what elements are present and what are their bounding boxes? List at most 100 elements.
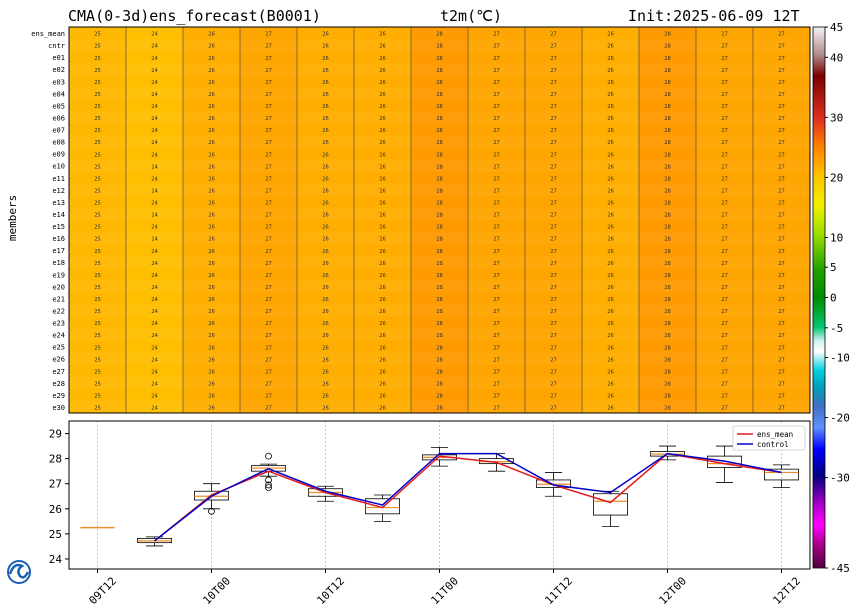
heatmap-cell-value: 25 xyxy=(94,68,101,74)
heatmap-cell-value: 25 xyxy=(94,32,101,38)
heatmap-cell-value: 27 xyxy=(493,201,500,207)
heatmap-cell-value: 27 xyxy=(550,213,557,219)
heatmap-cell-value: 26 xyxy=(208,32,215,38)
heatmap-cell-value: 27 xyxy=(721,92,728,98)
heatmap-cell-value: 25 xyxy=(94,369,101,375)
heatmap-row-band xyxy=(69,376,810,389)
heatmap-cell-value: 25 xyxy=(94,249,101,255)
heatmap-frame xyxy=(68,26,811,414)
heatmap-cell-value: 26 xyxy=(379,309,386,315)
heatmap-cell-value: 27 xyxy=(493,213,500,219)
heatmap-cell-value: 27 xyxy=(265,116,272,122)
heatmap-cell-value: 26 xyxy=(322,128,329,134)
heatmap-cell-value: 27 xyxy=(721,261,728,267)
heatmap-cell-value: 27 xyxy=(778,140,785,146)
heatmap-cell-value: 27 xyxy=(550,261,557,267)
heatmap-cell-value: 27 xyxy=(265,406,272,412)
heatmap-cell-value: 26 xyxy=(379,92,386,98)
heatmap-cell-value: 27 xyxy=(721,321,728,327)
heatmap-cell-value: 26 xyxy=(379,321,386,327)
heatmap-cell-value: 27 xyxy=(550,285,557,291)
heatmap-cell-value: 28 xyxy=(664,333,671,339)
heatmap-cell-value: 25 xyxy=(94,56,101,62)
box-flier xyxy=(265,476,272,484)
heatmap-cell-value: 27 xyxy=(265,333,272,339)
heatmap-cell-value: 27 xyxy=(721,201,728,207)
heatmap-cell-value: 27 xyxy=(778,297,785,303)
heatmap-cell-value: 27 xyxy=(265,164,272,170)
colorbar-tick-label: -45 xyxy=(830,562,850,575)
heatmap-cell-value: 27 xyxy=(778,68,785,74)
heatmap-cell-value: 26 xyxy=(607,357,614,363)
heatmap-cell-value: 27 xyxy=(778,201,785,207)
heatmap-cell-value: 27 xyxy=(721,44,728,50)
heatmap-cell-value: 28 xyxy=(664,369,671,375)
heatmap-cell-value: 26 xyxy=(607,213,614,219)
heatmap-cell-value: 26 xyxy=(607,309,614,315)
heatmap-cell-value: 26 xyxy=(607,261,614,267)
heatmap-cell-value: 27 xyxy=(550,92,557,98)
heatmap-cell-value: 26 xyxy=(208,80,215,86)
heatmap-cell-value: 26 xyxy=(208,225,215,231)
heatmap-cell-value: 28 xyxy=(664,261,671,267)
heatmap-cell-value: 28 xyxy=(664,80,671,86)
heatmap-cell-value: 27 xyxy=(550,394,557,400)
heatmap-row-label: e07 xyxy=(52,127,65,135)
heatmap-cell-value: 27 xyxy=(778,285,785,291)
boxplot-frame xyxy=(68,420,811,570)
heatmap-row-label: e24 xyxy=(52,332,65,340)
heatmap-cell-value: 26 xyxy=(208,406,215,412)
heatmap-row-label: e14 xyxy=(52,211,65,219)
colorbar-tick-label: 40 xyxy=(830,51,843,64)
heatmap-cell-value: 25 xyxy=(94,164,101,170)
heatmap-cell-value: 24 xyxy=(151,345,158,351)
heatmap-cell-value: 26 xyxy=(208,273,215,279)
heatmap-cell-value: 27 xyxy=(721,333,728,339)
heatmap-cell-value: 26 xyxy=(379,176,386,182)
heatmap-cell-value: 26 xyxy=(322,249,329,255)
heatmap-cell-value: 28 xyxy=(664,394,671,400)
heatmap-cell-value: 27 xyxy=(493,225,500,231)
heatmap-cell-value: 24 xyxy=(151,357,158,363)
heatmap-row-band xyxy=(69,87,810,100)
heatmap-cell-value: 27 xyxy=(265,394,272,400)
heatmap-row-band xyxy=(69,256,810,269)
heatmap-cell-value: 27 xyxy=(778,321,785,327)
heatmap-cell-value: 28 xyxy=(664,297,671,303)
heatmap-cell-value: 27 xyxy=(265,237,272,243)
heatmap-cell-value: 27 xyxy=(721,128,728,134)
heatmap-cell-value: 27 xyxy=(721,68,728,74)
heatmap-cell-value: 26 xyxy=(208,176,215,182)
heatmap-cell-value: 27 xyxy=(550,44,557,50)
heatmap-cell-value: 24 xyxy=(151,213,158,219)
heatmap-cell-value: 27 xyxy=(778,273,785,279)
heatmap-cell-value: 25 xyxy=(94,128,101,134)
heatmap-cell-value: 26 xyxy=(379,369,386,375)
heatmap-cell-value: 26 xyxy=(322,321,329,327)
colorbar-tick-label: -5 xyxy=(830,322,843,335)
colorbar-tick-label: 0 xyxy=(830,292,837,305)
heatmap-row-label: e28 xyxy=(52,380,65,388)
y-tick-label: 26 xyxy=(49,503,62,516)
heatmap-row-band xyxy=(69,63,810,76)
heatmap-cell-value: 25 xyxy=(94,381,101,387)
heatmap-cell-value: 28 xyxy=(664,345,671,351)
heatmap-cell-value: 26 xyxy=(322,213,329,219)
heatmap-cell-value: 27 xyxy=(265,140,272,146)
heatmap-cell-value: 24 xyxy=(151,237,158,243)
heatmap-column xyxy=(525,27,582,413)
heatmap-cell-value: 28 xyxy=(664,321,671,327)
heatmap-cell-value: 24 xyxy=(151,249,158,255)
heatmap-cell-value: 27 xyxy=(721,394,728,400)
box-flier xyxy=(265,484,272,491)
heatmap-cell-value: 26 xyxy=(322,152,329,158)
heatmap-cell-value: 28 xyxy=(664,104,671,110)
heatmap-cell-value: 27 xyxy=(493,56,500,62)
heatmap-cell-value: 25 xyxy=(94,261,101,267)
heatmap-cell-value: 27 xyxy=(550,104,557,110)
heatmap-cell-value: 24 xyxy=(151,309,158,315)
heatmap-cell-value: 25 xyxy=(94,92,101,98)
heatmap-cell-value: 28 xyxy=(436,44,443,50)
heatmap-cell-value: 27 xyxy=(550,80,557,86)
heatmap-cell-value: 25 xyxy=(94,273,101,279)
